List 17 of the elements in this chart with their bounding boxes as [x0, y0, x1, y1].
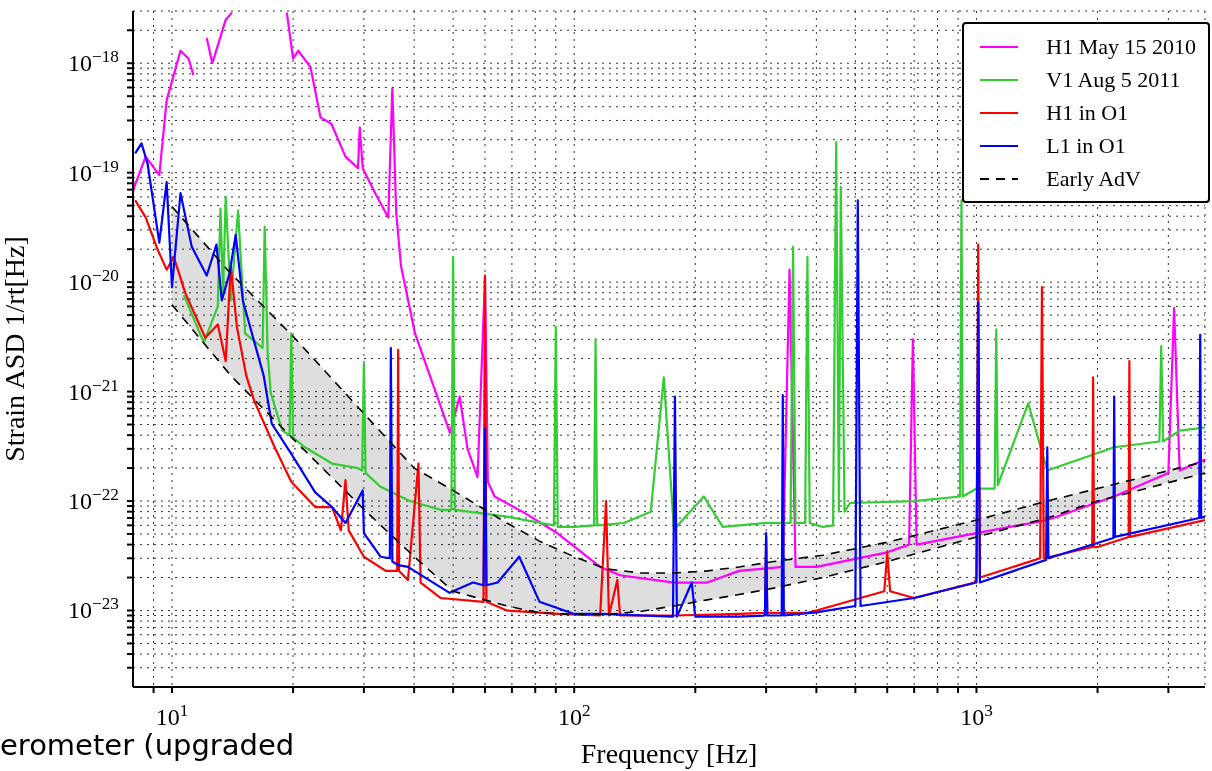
text: erometer (upgraded [0, 728, 295, 762]
y-tick-label: 10$^{−18}$ [67, 46, 119, 77]
y-axis-title: Strain ASD 1/rt[Hz] [0, 236, 30, 462]
y-tick-label: 10$^{−21}$ [67, 375, 119, 405]
legend-label: L1 in O1 [1046, 132, 1126, 159]
y-tick-label: 10$^{−23}$ [67, 593, 119, 624]
legend-label: Early AdV [1046, 165, 1141, 192]
y-tick-label: 10$^{−19}$ [67, 156, 119, 186]
x-tick-label: 10$^{3}$ [960, 700, 993, 730]
legend-label: V1 Aug 5 2011 [1046, 66, 1181, 93]
x-tick-label: 10$^{1}$ [155, 700, 189, 730]
legend-label: H1 in O1 [1046, 99, 1129, 126]
x-axis-title: Frequency [Hz] [580, 738, 758, 769]
y-tick-label: 10$^{−20}$ [67, 265, 119, 296]
y-tick-label: 10$^{−22}$ [67, 484, 119, 515]
x-tick-label: 10$^{2}$ [557, 700, 591, 730]
legend-label: H1 May 15 2010 [1046, 33, 1196, 60]
